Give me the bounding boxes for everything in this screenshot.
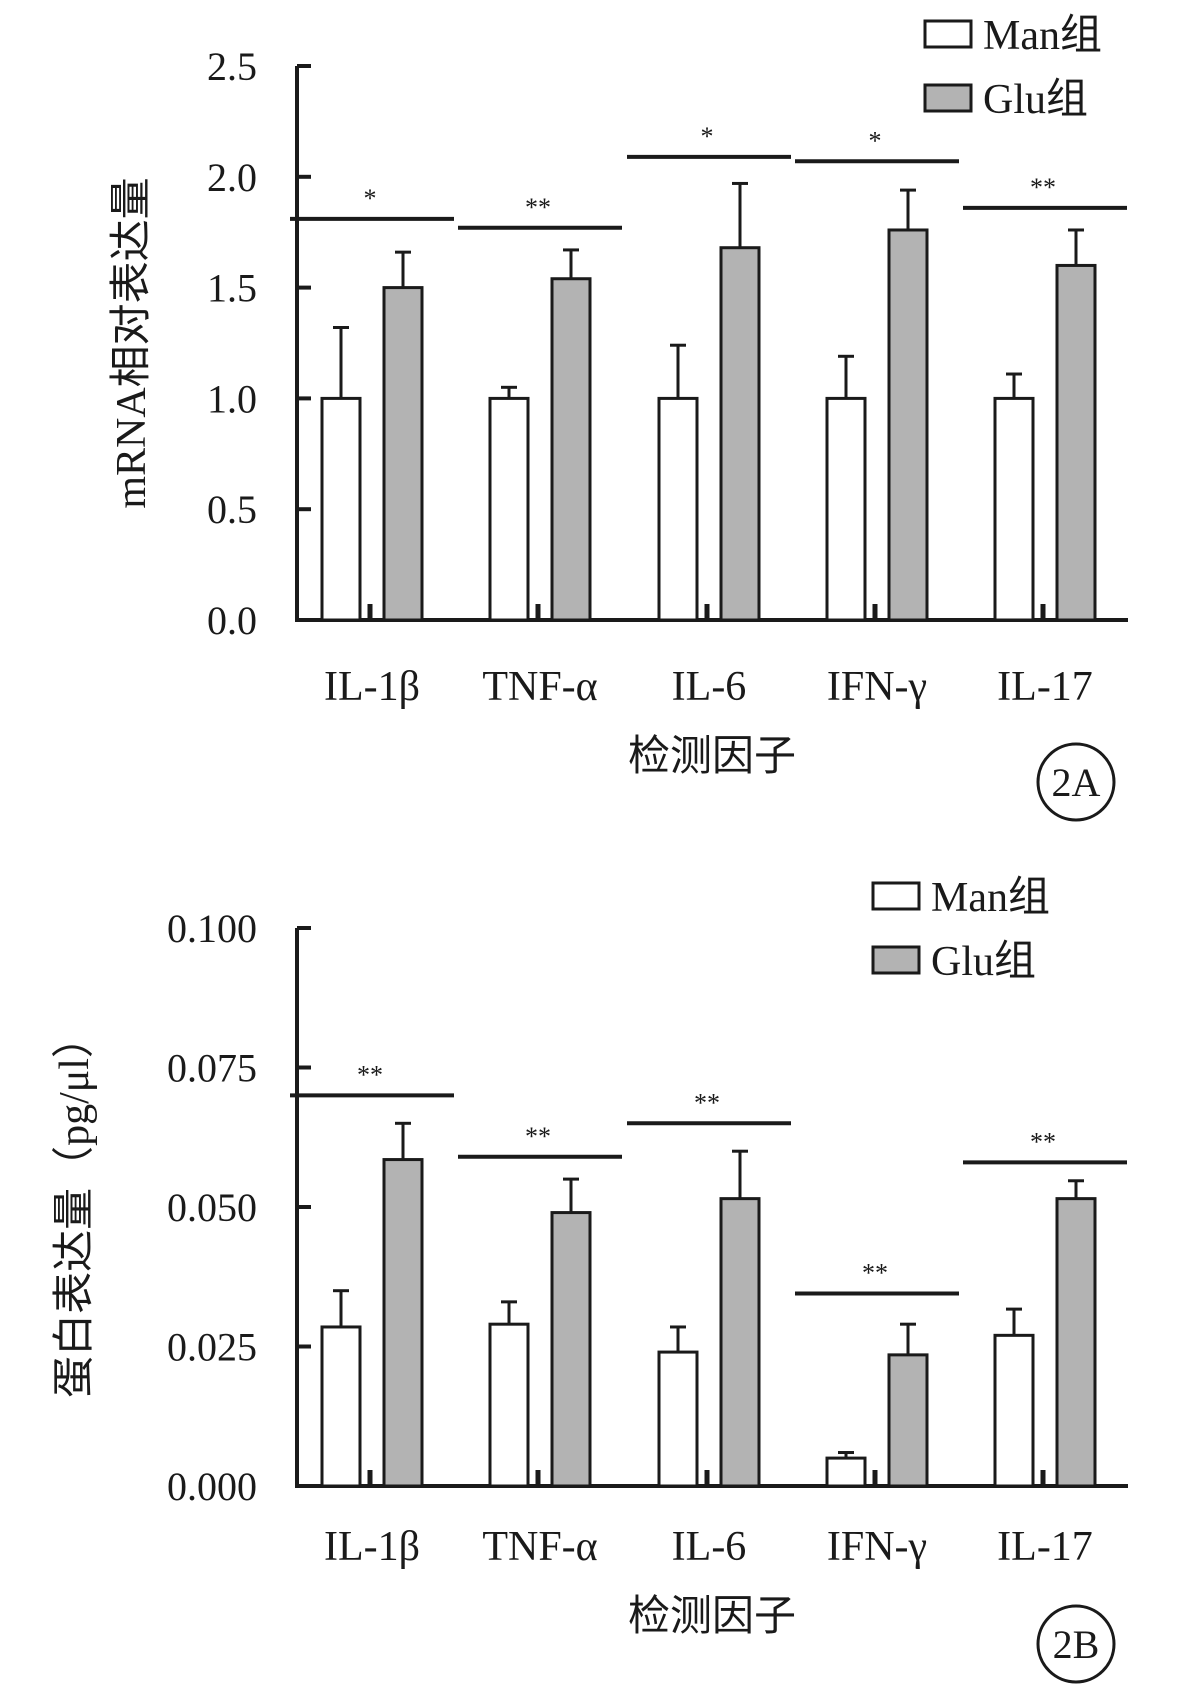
man-bar xyxy=(825,396,867,622)
y-tick-label: 0.075 xyxy=(167,1046,257,1091)
category-label: TNF-α xyxy=(482,664,597,710)
panel-2b: 0.0000.0250.0500.0750.100**IL-1β**TNF-α*… xyxy=(52,875,1128,1684)
panel-2a: 0.0 0.5 1.0 1.5 2.0 2.5 * IL-1β ** TNF-α * IL-6 * IFN… xyxy=(109,13,1128,822)
significance-mark: ** xyxy=(1030,1127,1056,1156)
significance-mark: ** xyxy=(862,1258,888,1287)
glu-bar xyxy=(382,286,424,622)
significance-mark: ** xyxy=(525,1122,551,1151)
y-tick-label: 0.5 xyxy=(207,487,257,532)
category-group: * IFN-γ xyxy=(795,126,959,710)
glu-bar xyxy=(719,246,761,622)
y-tick-label: 0.000 xyxy=(167,1464,257,1509)
glu-bar xyxy=(1055,263,1097,622)
man-bar xyxy=(320,1325,362,1488)
legend: Man组 Glu组 xyxy=(871,875,1050,985)
category-group: ** IFN-γ xyxy=(795,1258,959,1570)
y-axis-title: mRNA相对表达量 xyxy=(109,177,155,508)
category-label: IL-6 xyxy=(672,1524,747,1570)
man-bar xyxy=(488,1322,530,1488)
category-label: IL-1β xyxy=(324,664,420,710)
y-axis-title: 蛋白表达量（pg/μl） xyxy=(52,1016,98,1398)
panel-label: 2B xyxy=(1053,1622,1100,1667)
panel-label-circle xyxy=(1036,742,1116,822)
category-group: ** TNF-α xyxy=(458,1122,622,1570)
significance-mark: * xyxy=(701,122,714,151)
glu-bar xyxy=(1055,1197,1097,1488)
significance-mark: ** xyxy=(694,1088,720,1117)
significance-mark: * xyxy=(364,184,377,213)
y-tick-label: 0.050 xyxy=(167,1185,257,1230)
panel-label-circle xyxy=(1036,1604,1116,1684)
glu-bar xyxy=(887,1353,929,1488)
category-group: * IL-6 xyxy=(627,122,791,710)
man-bar xyxy=(488,396,530,622)
category-group: ** TNF-α xyxy=(458,193,622,710)
legend-swatch-man xyxy=(871,881,921,911)
category-group: ** IL-17 xyxy=(963,1127,1127,1570)
significance-mark: * xyxy=(869,126,882,155)
y-tick-label: 0.0 xyxy=(207,598,257,643)
y-tick-label: 1.5 xyxy=(207,266,257,311)
legend-label: Glu组 xyxy=(983,77,1088,123)
glu-bar xyxy=(719,1197,761,1488)
glu-bar xyxy=(887,228,929,622)
y-tick-label: 2.0 xyxy=(207,155,257,200)
legend: Man组 Glu组 xyxy=(923,13,1102,123)
category-label: TNF-α xyxy=(482,1524,597,1570)
category-label: IFN-γ xyxy=(827,1524,927,1570)
legend-swatch-man xyxy=(923,19,973,49)
category-label: IL-17 xyxy=(997,664,1093,710)
x-axis-title: 检测因子 xyxy=(628,733,796,780)
panel-label: 2A xyxy=(1052,760,1101,805)
glu-bar xyxy=(550,277,592,622)
man-bar xyxy=(657,1350,699,1488)
significance-mark: ** xyxy=(357,1060,383,1089)
category-label: IL-1β xyxy=(324,1524,420,1570)
glu-bar xyxy=(550,1211,592,1488)
category-group: ** IL-17 xyxy=(963,173,1127,710)
man-bar xyxy=(657,396,699,622)
man-bar xyxy=(993,1333,1035,1488)
legend-label: Man组 xyxy=(931,875,1050,921)
category-group: * IL-1β xyxy=(290,184,454,710)
y-tick-label: 1.0 xyxy=(207,376,257,421)
legend-swatch-glu xyxy=(871,945,921,975)
category-group: ** IL-1β xyxy=(290,1060,454,1570)
x-axis-title: 检测因子 xyxy=(628,1593,796,1640)
category-label: IFN-γ xyxy=(827,664,927,710)
y-tick-label: 0.100 xyxy=(167,906,257,951)
significance-mark: ** xyxy=(1030,173,1056,202)
glu-bar xyxy=(382,1158,424,1488)
category-label: IL-17 xyxy=(997,1524,1093,1570)
man-bar xyxy=(993,396,1035,622)
y-tick-label: 0.025 xyxy=(167,1325,257,1370)
y-tick-label: 2.5 xyxy=(207,44,257,89)
category-label: IL-6 xyxy=(672,664,747,710)
legend-swatch-glu xyxy=(923,83,973,113)
man-bar xyxy=(320,396,362,622)
significance-mark: ** xyxy=(525,193,551,222)
category-group: ** IL-6 xyxy=(627,1088,791,1570)
man-bar xyxy=(825,1456,867,1488)
legend-label: Glu组 xyxy=(931,939,1036,985)
legend-label: Man组 xyxy=(983,13,1102,59)
